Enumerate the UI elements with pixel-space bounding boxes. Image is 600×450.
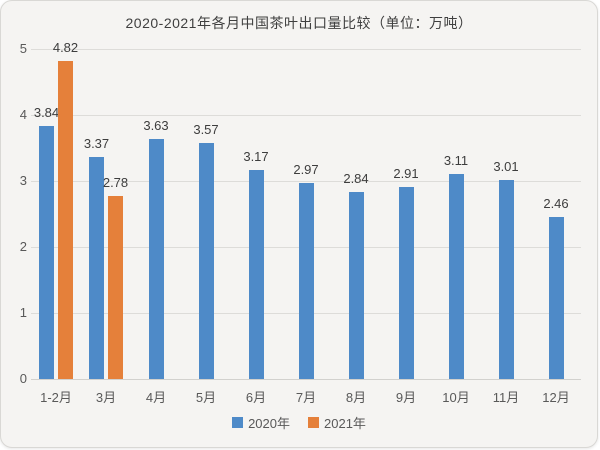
y-axis-tick-label: 0 [19, 371, 27, 386]
x-axis-category-label: 9月 [395, 390, 417, 405]
x-axis-category-label: 3月 [95, 390, 117, 405]
bar-value-label: 3.01 [493, 159, 519, 175]
y-axis-tick-label: 3 [19, 173, 27, 188]
gridline [31, 378, 581, 380]
x-axis-category-label: 12月 [542, 390, 570, 405]
y-axis-tick-label: 5 [19, 41, 27, 56]
gridline [31, 48, 581, 50]
bar-value-label: 2.78 [102, 174, 129, 190]
bar-value-label: 2.97 [293, 161, 319, 177]
bar-2020年 [198, 143, 214, 379]
x-axis-category-label: 1-2月 [40, 390, 72, 405]
bar-value-label: 3.11 [443, 152, 469, 168]
bar-2020年 [248, 169, 264, 379]
bar-2020年 [39, 125, 54, 379]
y-axis-tick-label: 2 [19, 239, 27, 254]
x-axis-category-label: 7月 [295, 390, 317, 405]
bar-value-label: 3.17 [243, 148, 269, 164]
bar-2020年 [89, 156, 104, 379]
legend-swatch [308, 417, 319, 428]
x-axis-category-label: 4月 [145, 390, 167, 405]
bar-value-label: 2.46 [543, 195, 569, 211]
legend-item: 2020年 [232, 413, 290, 432]
bar-value-label: 3.57 [193, 122, 219, 138]
legend-label: 2020年 [248, 416, 290, 431]
legend-swatch [232, 417, 244, 428]
x-axis-category-label: 8月 [345, 390, 367, 405]
bar-value-label: 3.63 [143, 118, 169, 134]
bar-value-label: 4.82 [52, 39, 79, 55]
x-axis-category-label: 10月 [442, 390, 470, 405]
bar-2020年 [348, 191, 364, 379]
y-axis-tick-label: 4 [19, 107, 27, 122]
bar-value-label: 3.84 [33, 104, 60, 120]
gridline [31, 114, 581, 116]
bar-2021年 [58, 60, 73, 379]
legend-item: 2021年 [308, 413, 366, 432]
bar-value-label: 3.37 [83, 135, 110, 151]
bar-2020年 [148, 139, 164, 379]
bar-value-label: 2.84 [343, 170, 369, 186]
legend: 2020年 2021年 [1, 413, 597, 432]
bar-2020年 [448, 173, 464, 379]
chart-title: 2020-2021年各月中国茶叶出口量比较（单位：万吨） [125, 15, 473, 31]
bar-2020年 [548, 216, 564, 379]
x-axis-category-label: 11月 [492, 390, 520, 405]
y-axis-tick-label: 1 [19, 305, 27, 320]
legend-label: 2021年 [324, 416, 366, 431]
bar-2020年 [398, 186, 414, 379]
plot-area: 3.84 4.82 1-2月 3.37 2.78 3月 3.63 4月 3.57 5月 3.17 6月… [31, 40, 581, 405]
bar-2021年 [108, 195, 123, 379]
x-axis-category-label: 6月 [245, 390, 267, 405]
x-axis-category-label: 5月 [195, 390, 217, 405]
gridline [31, 180, 581, 182]
bar-2020年 [498, 180, 514, 379]
bar-2020年 [298, 182, 314, 379]
bar-value-label: 2.91 [393, 165, 419, 181]
